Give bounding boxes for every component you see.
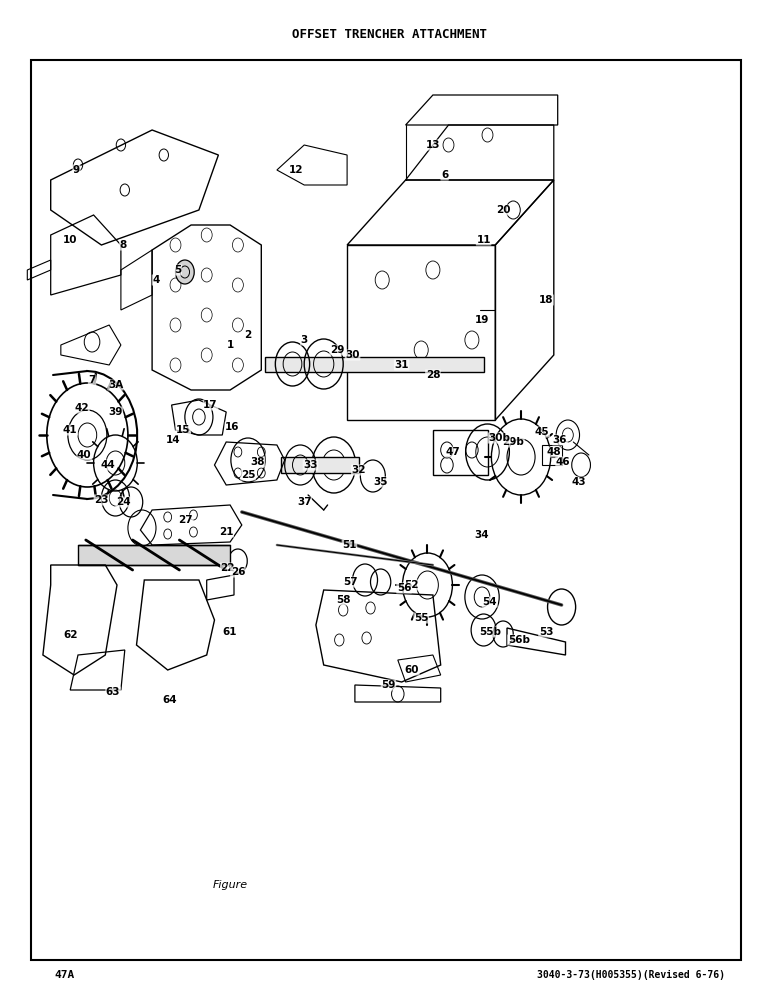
Text: 30: 30 xyxy=(346,350,360,360)
Text: 54: 54 xyxy=(483,597,497,607)
Text: 29b: 29b xyxy=(502,437,524,447)
Text: 64: 64 xyxy=(163,695,177,705)
Text: 61: 61 xyxy=(223,627,237,637)
Text: 40: 40 xyxy=(77,450,91,460)
Text: 17: 17 xyxy=(204,400,218,410)
Text: 36: 36 xyxy=(553,435,567,445)
Text: 5: 5 xyxy=(174,265,182,275)
Text: 9: 9 xyxy=(73,165,80,175)
Text: 34: 34 xyxy=(475,530,489,540)
Text: 19: 19 xyxy=(475,315,489,325)
Text: 46: 46 xyxy=(556,457,570,467)
Text: 23: 23 xyxy=(94,495,108,505)
Text: 13: 13 xyxy=(426,140,440,150)
Text: 6: 6 xyxy=(441,170,448,180)
Text: 33: 33 xyxy=(303,460,317,470)
Text: 47: 47 xyxy=(445,447,459,457)
Text: 3040-3-73(H005355)(Revised 6-76): 3040-3-73(H005355)(Revised 6-76) xyxy=(537,970,725,980)
Text: 26: 26 xyxy=(231,567,245,577)
Text: 28: 28 xyxy=(426,370,440,380)
Text: 39: 39 xyxy=(108,407,122,417)
Text: Figure: Figure xyxy=(212,880,248,890)
Polygon shape xyxy=(78,545,230,565)
Text: 56b: 56b xyxy=(508,635,530,645)
Text: 15: 15 xyxy=(176,425,190,435)
Text: 22: 22 xyxy=(221,563,235,573)
Text: 44: 44 xyxy=(101,460,115,470)
Text: 48: 48 xyxy=(547,447,561,457)
Text: 47A: 47A xyxy=(55,970,75,980)
Text: 43: 43 xyxy=(572,477,586,487)
Text: 51: 51 xyxy=(342,540,356,550)
Text: 31: 31 xyxy=(395,360,409,370)
Text: OFFSET TRENCHER ATTACHMENT: OFFSET TRENCHER ATTACHMENT xyxy=(292,28,488,41)
Text: 29: 29 xyxy=(330,345,344,355)
Text: 10: 10 xyxy=(63,235,77,245)
Text: 41: 41 xyxy=(63,425,77,435)
Text: 14: 14 xyxy=(166,435,180,445)
Text: 12: 12 xyxy=(289,165,303,175)
Text: 3: 3 xyxy=(300,335,308,345)
Text: 56: 56 xyxy=(397,583,411,593)
Text: 7: 7 xyxy=(88,375,96,385)
Polygon shape xyxy=(281,457,359,473)
Text: 58: 58 xyxy=(336,595,350,605)
Text: 21: 21 xyxy=(219,527,233,537)
Text: 25: 25 xyxy=(241,470,255,480)
Text: 52: 52 xyxy=(405,580,419,590)
Text: 60: 60 xyxy=(405,665,419,675)
Text: 32: 32 xyxy=(352,465,366,475)
Text: 57: 57 xyxy=(344,577,358,587)
Text: 2: 2 xyxy=(244,330,252,340)
Text: 53: 53 xyxy=(539,627,553,637)
Text: 30b: 30b xyxy=(488,433,510,443)
Text: 18: 18 xyxy=(539,295,553,305)
Text: 55: 55 xyxy=(414,613,428,623)
Text: 45: 45 xyxy=(535,427,549,437)
Text: 62: 62 xyxy=(63,630,77,640)
Circle shape xyxy=(176,260,194,284)
Text: 11: 11 xyxy=(477,235,491,245)
Text: 35: 35 xyxy=(374,477,388,487)
Text: 4: 4 xyxy=(152,275,160,285)
Text: 27: 27 xyxy=(179,515,193,525)
Text: 16: 16 xyxy=(225,422,239,432)
Text: 63: 63 xyxy=(106,687,120,697)
Text: 3A: 3A xyxy=(108,380,123,390)
Text: 1: 1 xyxy=(226,340,234,350)
Text: 20: 20 xyxy=(496,205,510,215)
Text: 24: 24 xyxy=(116,497,130,507)
Text: 8: 8 xyxy=(119,240,127,250)
Polygon shape xyxy=(265,357,484,372)
Text: 37: 37 xyxy=(297,497,311,507)
Text: 38: 38 xyxy=(250,457,264,467)
Text: 59: 59 xyxy=(381,680,395,690)
Text: 55b: 55b xyxy=(479,627,501,637)
Text: 42: 42 xyxy=(75,403,89,413)
